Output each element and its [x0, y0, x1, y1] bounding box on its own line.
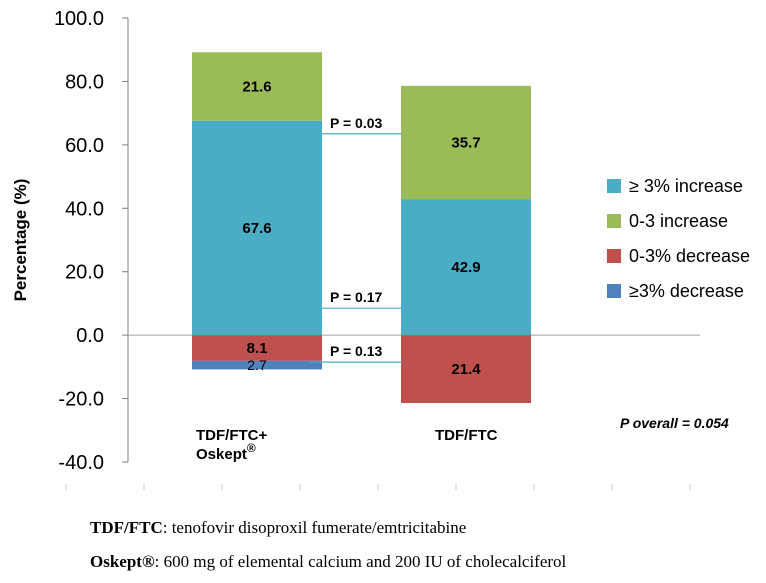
y-tick-label: -40.0 [58, 452, 104, 474]
legend-swatch [607, 214, 621, 228]
overall-p-note: P overall = 0.054 [620, 415, 729, 431]
bar-value-label: 2.7 [247, 357, 267, 373]
x-category-label: TDF/FTC [435, 427, 498, 444]
x-category-label: TDF/FTC+ [196, 427, 267, 444]
stacked-bar-chart: 100.0 80.0 60.0 40.0 20.0 0.0 -20.0 -40.0 Percen… [11, 8, 750, 490]
x-category-label: Oskept® [196, 441, 256, 463]
footnote-tdf-ftc: TDF/FTC: tenofovir disoproxil fumerate/e… [90, 518, 466, 538]
bar-value-label: 21.4 [451, 361, 481, 378]
footnote-oskept: Oskept®: 600 mg of elemental calcium and… [90, 552, 566, 572]
y-tick-label: -20.0 [58, 389, 104, 411]
y-tick-label: 0.0 [76, 325, 104, 347]
y-tick-label: 60.0 [65, 135, 104, 157]
bar-segment [401, 199, 531, 336]
superscript-mark: ® [247, 441, 256, 455]
p-value-label: P = 0.17 [330, 289, 383, 305]
footnote-text: : 600 mg of elemental calcium and 200 IU… [154, 552, 567, 571]
bar-segment [401, 335, 531, 404]
bar-value-label: 8.1 [247, 340, 268, 357]
legend-swatch [607, 284, 621, 298]
footnote-term: TDF/FTC [90, 518, 163, 537]
legend-label: ≥ 3% increase [629, 176, 743, 196]
p-value-label: P = 0.13 [330, 343, 383, 359]
bar-segment [192, 335, 322, 361]
p-value-label: P = 0.03 [330, 115, 383, 131]
legend-label: ≥3% decrease [629, 281, 744, 301]
bar-value-label: 42.9 [451, 259, 480, 276]
y-axis-title: Percentage (%) [11, 179, 30, 302]
y-tick-label: 80.0 [65, 71, 104, 93]
footnote-text: : tenofovir disoproxil fumerate/emtricit… [162, 518, 467, 537]
y-tick-label: 20.0 [65, 262, 104, 284]
legend-swatch [607, 249, 621, 263]
legend-swatch [607, 179, 621, 193]
bar-segment [401, 85, 531, 200]
legend-label: 0-3% decrease [629, 246, 750, 266]
bar-segment [192, 360, 322, 370]
bar-value-label: 21.6 [242, 79, 271, 96]
legend-label: 0-3 increase [629, 211, 728, 231]
footnote-term: Oskept® [90, 552, 155, 571]
bar-segment [192, 120, 322, 336]
bar-value-label: 67.6 [242, 220, 271, 237]
y-tick-label: 100.0 [54, 8, 104, 30]
y-tick-label: 40.0 [65, 198, 104, 220]
bar-segment [192, 52, 322, 121]
bar-value-label: 35.7 [451, 134, 480, 151]
